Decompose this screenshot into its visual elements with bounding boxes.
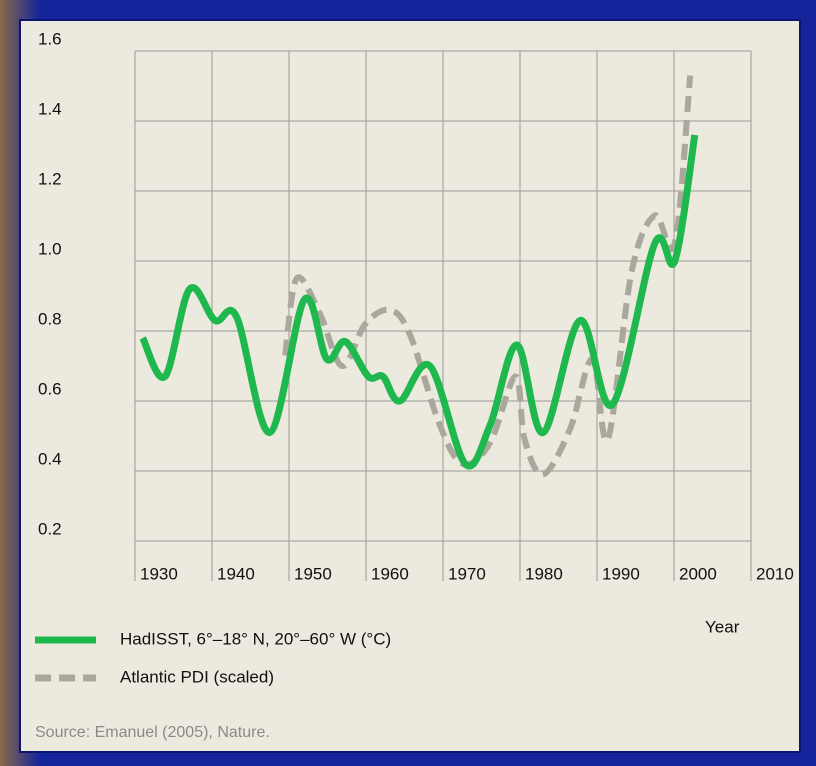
x-tick-label: 1970	[448, 564, 486, 583]
x-tick-label: 1940	[217, 564, 255, 583]
x-tick-label: 2000	[679, 564, 717, 583]
x-tick-label: 2010	[756, 564, 794, 583]
y-tick-label: 1.4	[38, 99, 62, 118]
legend-label: Atlantic PDI (scaled)	[120, 667, 274, 686]
y-tick-label: 0.8	[38, 309, 62, 328]
series-line	[139, 134, 699, 470]
source: Source: Emanuel (2005), Nature.	[35, 724, 270, 741]
x-axis-label: Year	[705, 617, 740, 636]
x-tick-label: 1950	[294, 564, 332, 583]
y-tick-label: 1.6	[38, 29, 62, 48]
y-tick-label: 0.2	[38, 519, 62, 538]
y-tick-label: 0.4	[38, 449, 62, 468]
x-tick-label: 1960	[371, 564, 409, 583]
y-tick-label: 0.6	[38, 379, 62, 398]
y-tick-label: 1.0	[38, 239, 62, 258]
legend-label: HadISST, 6°–18° N, 20°–60° W (°C)	[120, 629, 391, 648]
x-tick-label: 1980	[525, 564, 563, 583]
x-tick-label: 1990	[602, 564, 640, 583]
x-tick-label: 1930	[140, 564, 178, 583]
plot: 0.2 0.4 0.6 0.8 1.0 1.2 1.4 1.6 1930 1940 1950 1960…	[35, 29, 794, 686]
y-tick-label: 1.2	[38, 169, 62, 188]
